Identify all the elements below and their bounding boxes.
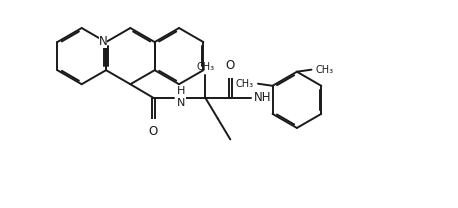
Text: CH₃: CH₃ bbox=[196, 62, 214, 72]
Text: N: N bbox=[98, 35, 107, 47]
Text: O: O bbox=[149, 125, 158, 138]
Text: O: O bbox=[226, 59, 235, 72]
Text: CH₃: CH₃ bbox=[316, 65, 334, 75]
Text: NH: NH bbox=[254, 91, 272, 104]
Text: CH₃: CH₃ bbox=[236, 79, 254, 89]
Text: H
N: H N bbox=[177, 86, 185, 108]
